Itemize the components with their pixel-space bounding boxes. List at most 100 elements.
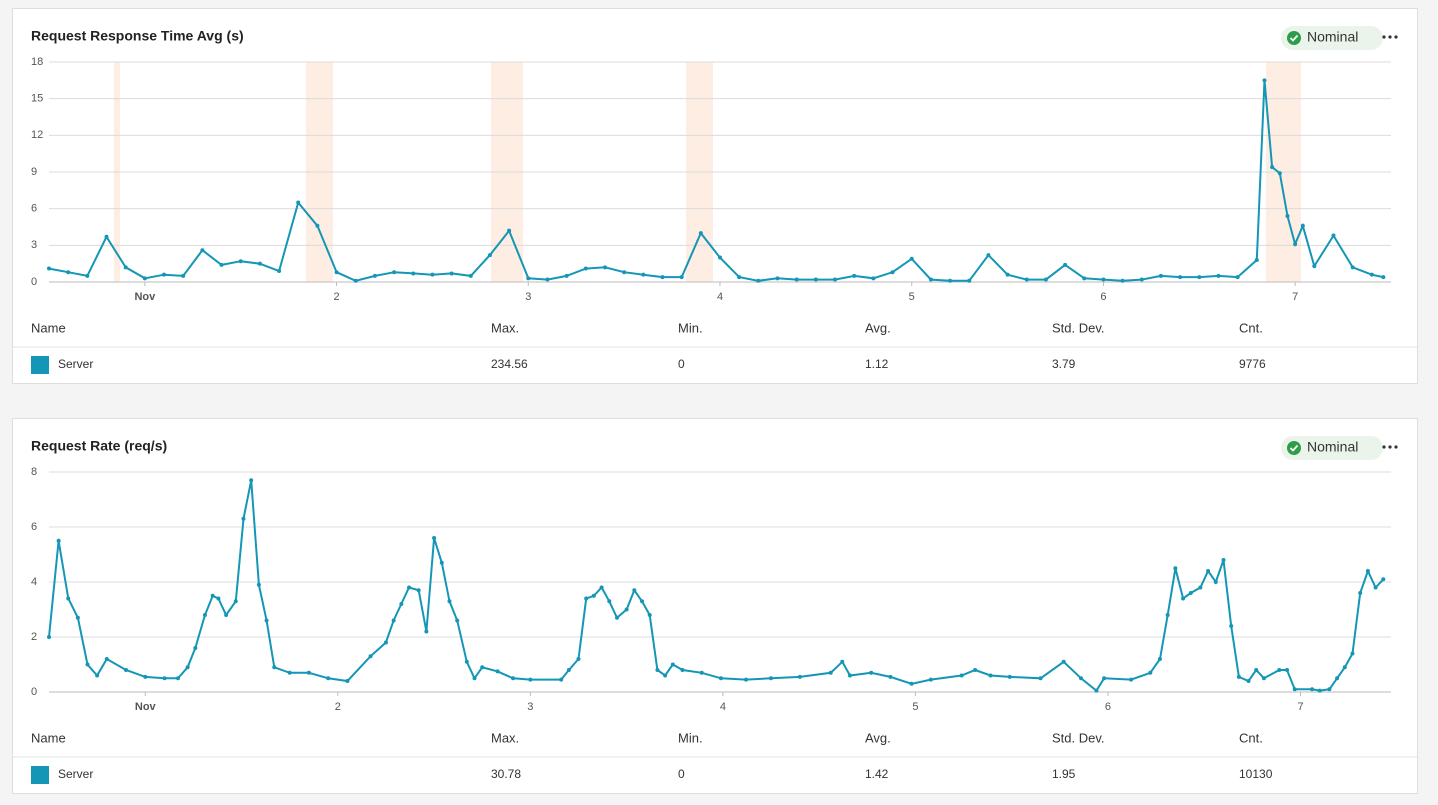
point	[607, 599, 612, 604]
point	[973, 668, 978, 672]
chart-title: Request Response Time Avg (s)	[31, 28, 244, 44]
point	[334, 270, 339, 275]
point	[1061, 659, 1066, 664]
point	[95, 673, 100, 678]
point	[66, 270, 71, 275]
point	[1350, 265, 1355, 270]
point	[888, 674, 893, 679]
point	[602, 265, 607, 270]
point	[847, 673, 852, 678]
column-header: Name	[31, 320, 66, 335]
point	[576, 657, 581, 661]
point	[439, 560, 444, 565]
point	[181, 273, 186, 278]
point	[663, 673, 668, 678]
point	[967, 278, 972, 283]
point	[591, 593, 596, 598]
check	[1289, 34, 1299, 42]
column-header: Std. Dev.	[1052, 320, 1105, 335]
point	[670, 662, 675, 667]
point	[66, 596, 71, 601]
point	[718, 255, 722, 260]
point	[1285, 668, 1290, 672]
x-tick-label: 6	[1105, 701, 1111, 713]
point	[584, 596, 589, 601]
point	[528, 677, 533, 682]
point	[193, 646, 198, 650]
menu[interactable]	[1382, 445, 1398, 449]
point	[185, 665, 190, 670]
point	[85, 662, 90, 667]
menu[interactable]	[1382, 35, 1398, 39]
point	[959, 673, 964, 678]
chart: Nominal Request Rate (req/s) 0 2 4 6 8 Nov 2 3 4…	[13, 436, 1417, 784]
point	[1254, 258, 1259, 262]
status-badge	[1281, 436, 1383, 460]
point	[1139, 277, 1144, 282]
table-cell: 0	[678, 357, 685, 371]
series-line	[48, 80, 1384, 282]
point	[480, 665, 485, 670]
point	[306, 670, 311, 675]
point	[1292, 687, 1297, 692]
panel: Nominal Request Response Time Avg (s) 0 3…	[12, 8, 1418, 384]
point	[756, 278, 761, 283]
point	[407, 585, 412, 590]
x-tick-label: 5	[912, 701, 918, 713]
point	[909, 256, 914, 261]
column-header: Name	[31, 730, 66, 745]
point	[1358, 591, 1363, 595]
point	[641, 272, 646, 277]
table-cell: 234.56	[491, 357, 528, 371]
column-header: Max.	[491, 730, 519, 745]
point	[624, 607, 629, 612]
point	[383, 640, 388, 645]
point	[871, 276, 876, 281]
point	[679, 275, 684, 280]
point	[1221, 558, 1226, 562]
point	[257, 261, 262, 266]
column-header: Avg.	[865, 730, 891, 745]
status-text: Nominal	[1307, 439, 1358, 455]
point	[345, 679, 350, 683]
point	[104, 234, 109, 239]
point	[464, 659, 469, 664]
table-cell: 30.78	[491, 767, 521, 781]
point	[1373, 585, 1378, 590]
point	[495, 669, 500, 674]
y-tick-label: 6	[31, 203, 37, 215]
table-cell: 1.95	[1052, 767, 1076, 781]
point	[988, 673, 993, 678]
point	[85, 273, 90, 278]
table-cell: 10130	[1239, 767, 1273, 781]
y-tick-label: 6	[31, 521, 37, 533]
point	[909, 681, 914, 686]
legend-label: Server	[58, 357, 93, 371]
point	[647, 613, 652, 617]
series-line	[48, 480, 1385, 693]
point	[599, 585, 604, 590]
point	[743, 677, 748, 682]
point	[487, 253, 492, 258]
point	[399, 602, 404, 606]
x-tick-label: 7	[1297, 701, 1303, 713]
column-header: Avg.	[865, 320, 891, 335]
point	[123, 265, 128, 270]
column-header: Max.	[491, 320, 519, 335]
x-tick-label: 5	[909, 291, 915, 303]
point	[353, 278, 358, 283]
point	[449, 271, 454, 276]
point	[559, 677, 564, 682]
status-text: Nominal	[1307, 29, 1358, 45]
y-tick-label: 3	[31, 239, 37, 251]
point	[455, 618, 460, 623]
y-tick-label: 4	[31, 576, 37, 588]
point	[813, 277, 818, 282]
point	[869, 670, 874, 675]
point	[545, 277, 550, 282]
point	[1331, 233, 1336, 238]
legend-swatch	[31, 766, 49, 784]
point	[1300, 223, 1305, 228]
point	[1007, 674, 1012, 679]
point	[507, 228, 512, 233]
